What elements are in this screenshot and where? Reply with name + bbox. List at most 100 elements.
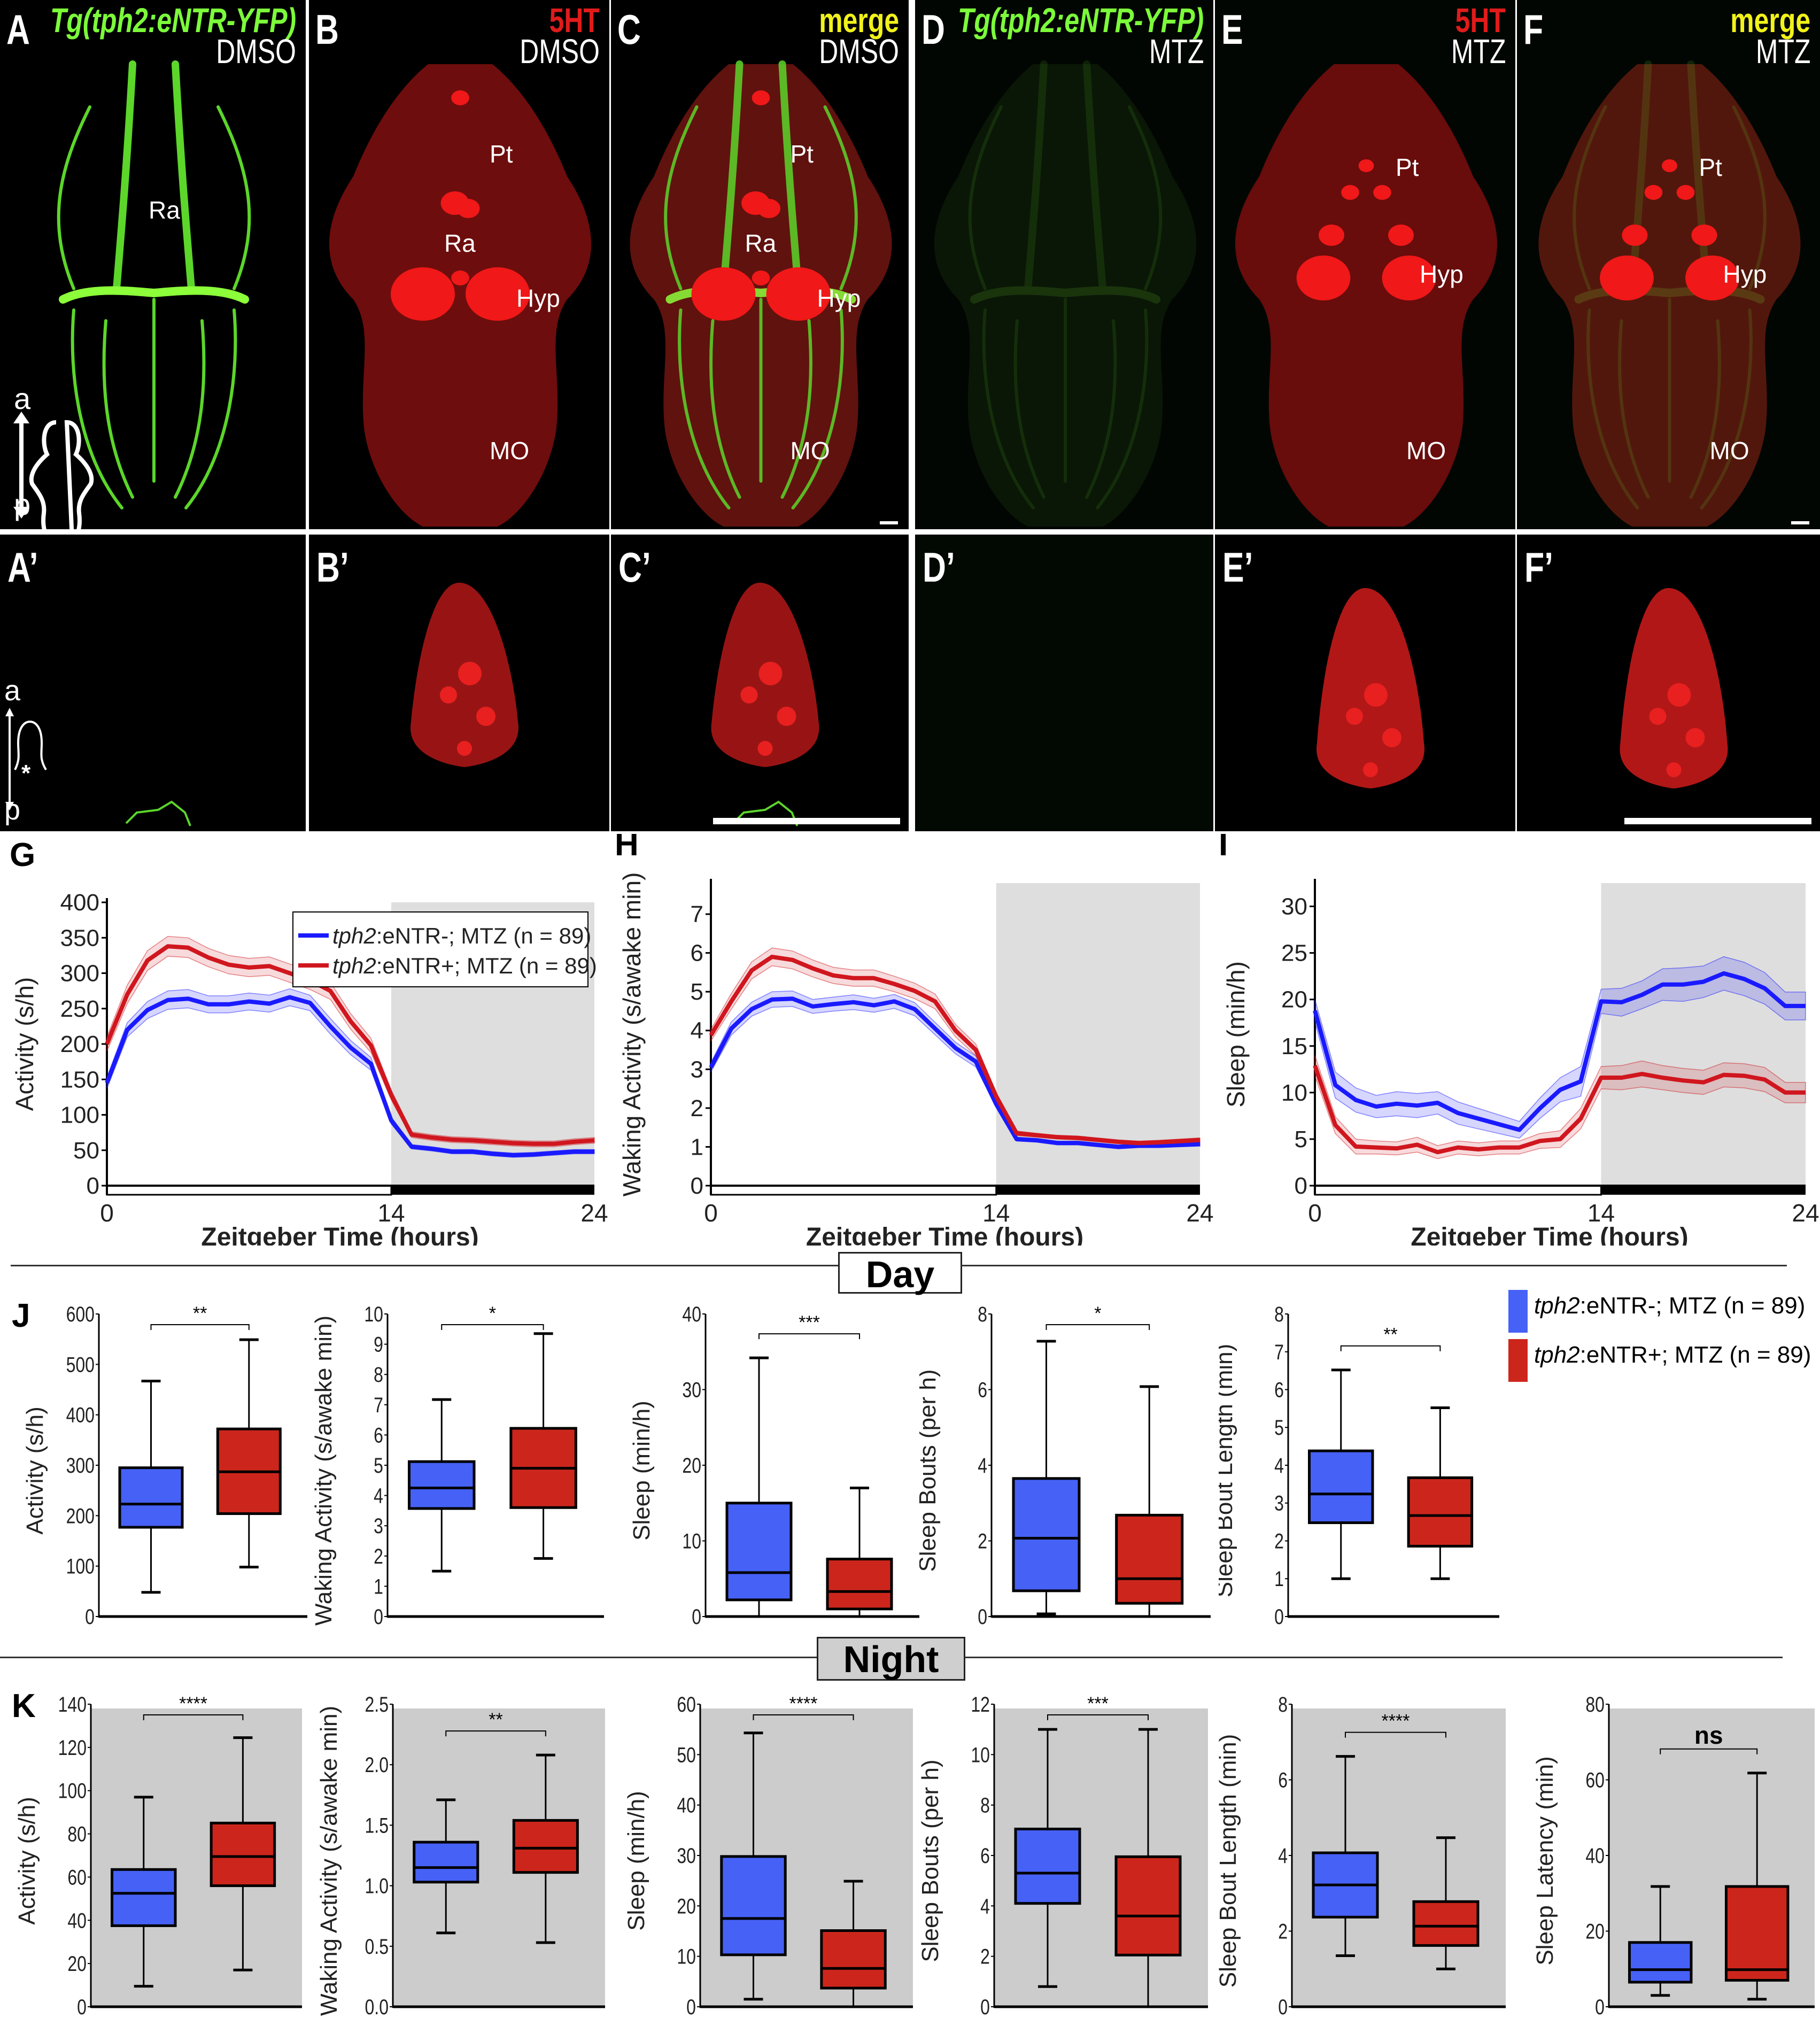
significance-label: ** [489,1710,502,1730]
box-control [1312,1755,1379,1957]
condition-label: MTZ [1451,32,1506,71]
y-axis-label: Activity (s/h) [14,1797,40,1925]
box-plot-k6: 0 20 40 60 80 Sleep Latency (min) ns [1532,1692,1815,2019]
x-tick-label: 0 [704,1199,718,1227]
y-tick-label: 20 [677,1894,696,1918]
chart-h-waking-activity: 0 1 2 3 4 5 6 7 0 14 24 Zeitgeber Time (hours) Wakin… [615,834,1213,1246]
y-tick-label: 10 [682,1529,701,1553]
brain-image [329,64,591,527]
y-tick-label: 0 [1595,1995,1605,2019]
panel-letter: J [12,1297,30,1334]
significance-label: **** [1382,1711,1410,1731]
y-tick-label: 100 [66,1554,95,1578]
brain-outline [1538,64,1801,527]
iqr-box [720,1855,787,1957]
y-tick-label: 8 [980,1793,990,1817]
brain-outline [1235,64,1497,527]
series-line-1 [1313,971,1806,1132]
y-tick-label: 4 [691,1018,703,1044]
condition-label: DMSO [520,32,600,71]
micrograph-d: D Tg(tph2:eNTR-YFP) MTZ [915,0,1213,529]
y-tick-label: 3 [374,1514,383,1538]
scale-bar [1791,521,1809,524]
panel-letter: F’ [1524,544,1554,591]
y-tick-label: 4 [1274,1453,1284,1478]
y-tick-label: 2.5 [365,1692,389,1716]
y-axis-label: Sleep (min/h) [623,1791,649,1931]
y-tick-label: 5 [374,1453,383,1478]
y-tick-label: 0 [691,1173,703,1199]
brain-image [1538,60,1801,527]
x-tick-label: 14 [377,1199,405,1227]
y-tick-label: 7 [691,901,703,927]
scale-bar [1624,818,1811,824]
dark-period-bar [391,1186,594,1195]
box-plot-k1: 0 20 40 60 80 100 120 140 Activity (s/h) K **** [12,1688,302,2019]
panel-letter: H [615,834,639,863]
iqr-box [820,1929,887,1990]
panel-letter: D’ [923,544,955,591]
y-tick-label: 0 [692,1605,701,1629]
night-section-label: Night [817,1637,965,1681]
night-divider-left [0,1657,817,1658]
channel-label: Tg(tph2:eNTR-YFP) [957,1,1204,40]
micrograph-a-prime: A’ a * p [0,535,306,831]
x-tick-label: 14 [1587,1199,1615,1227]
significance-bracket [1047,1714,1149,1720]
y-tick-label: 8 [374,1363,383,1387]
y-tick-label: 15 [1281,1033,1307,1060]
day-section-label: Day [838,1252,962,1294]
significance-bracket [1340,1345,1441,1351]
x-tick-label: 24 [1186,1199,1213,1227]
y-tick-label: 300 [66,1453,95,1478]
y-tick-label: 20 [1281,987,1307,1013]
micrograph-b: B 5HT DMSO Pt Ra Hyp MO [309,0,609,529]
posterior-label: p [4,794,21,826]
chart-g-activity: 0 50 100 150 200 250 300 350 400 0 14 24 Zeitgeber T… [10,837,608,1246]
micrograph-a: A Tg(tph2:eNTR-YFP) DMSO Ra a p [0,0,306,529]
y-tick-label: 6 [1278,1768,1288,1792]
box-control [725,1356,793,1618]
condition-label: DMSO [819,32,899,71]
y-tick-label: 6 [691,940,703,966]
y-tick-label: 3 [1274,1491,1284,1515]
y-axis-label: Sleep Bouts (per h) [919,1369,941,1572]
box-control [1308,1368,1374,1580]
significance-label: **** [789,1694,818,1714]
y-tick-label: 30 [682,1378,701,1402]
panel-letter: E’ [1222,544,1253,591]
significance-bracket [1660,1748,1758,1754]
iqr-box [118,1466,184,1529]
y-tick-label: 0.5 [365,1934,389,1958]
significance-label: *** [799,1312,820,1333]
region-label-hyp: Hyp [1723,260,1767,288]
y-axis-label: Sleep Bouts (per h) [919,1759,943,1962]
5ht-clusters [1600,159,1739,300]
y-tick-label: 2 [978,1529,987,1553]
y-tick-label: 1.0 [365,1874,389,1898]
brain-outline [934,64,1196,527]
panel-letter: A [6,6,30,53]
y-axis-label: Waking Activity (s/awake min) [316,1706,342,2016]
scale-bar [713,818,900,824]
sem-band-series-1 [1314,956,1806,1139]
y-axis-label: Sleep (min/h) [629,1401,655,1541]
y-tick-label: 0 [1278,1995,1288,2019]
significance-bracket [441,1324,544,1330]
panel-letter: F [1523,6,1544,53]
y-tick-label: 0.0 [365,1995,389,2019]
box-plot-k5: 0 2 4 6 8 Sleep Bout Length (min) **** [1219,1692,1506,2019]
y-tick-label: 10 [677,1944,696,1968]
y-axis-label: Waking Activity (s/awake min) [311,1316,337,1626]
serotonergic-projections [57,60,251,509]
y-tick-label: 0 [77,1995,87,2019]
y-tick-label: 4 [374,1483,383,1507]
y-tick-label: 2 [1274,1529,1284,1553]
x-tick-label: 0 [100,1199,114,1227]
significance-label: * [1094,1303,1101,1324]
night-shading [1601,883,1806,1186]
chart-legend: tph2:eNTR-; MTZ (n = 89) tph2:eNTR+; MTZ … [292,911,597,987]
x-axis-label: Zeitgeber Time (hours) [1411,1223,1688,1246]
iqr-box [1308,1449,1374,1525]
